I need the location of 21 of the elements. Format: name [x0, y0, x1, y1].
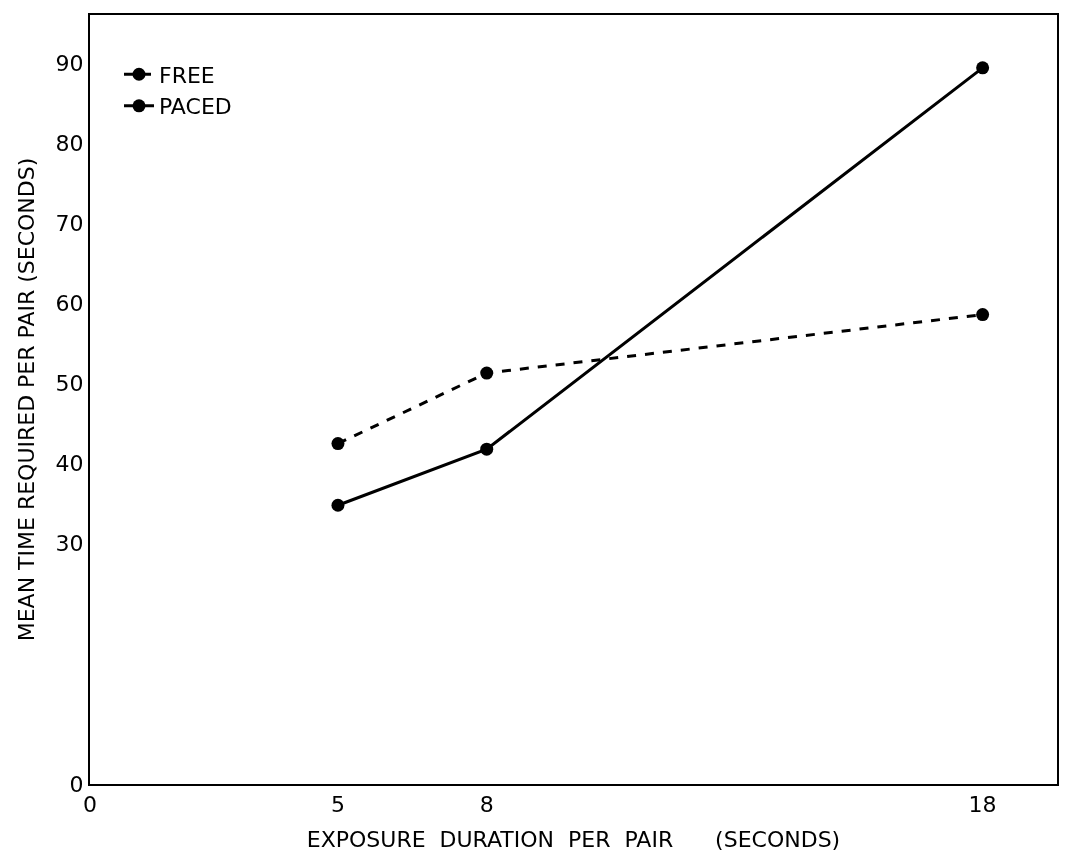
legend-label: FREE — [159, 62, 215, 88]
point — [480, 442, 494, 456]
point — [331, 498, 345, 512]
y-tick-label: 70 — [55, 210, 84, 236]
y-tick-label: 80 — [55, 130, 84, 156]
legend-label: PACED — [159, 94, 232, 120]
y-axis-title: MEAN TIME REQUIRED PER PAIR (SECONDS) — [13, 157, 39, 642]
y-tick-label: 50 — [55, 371, 84, 397]
point — [480, 366, 494, 380]
y-tick-label: 0 — [69, 771, 84, 797]
y-tick-label: 30 — [55, 531, 84, 557]
point — [976, 61, 990, 75]
x-tick-label: 5 — [330, 792, 345, 818]
x-tick-label: 8 — [479, 792, 494, 818]
x-tick-label: 18 — [968, 792, 997, 818]
x-axis-title: EXPOSURE DURATION PER PAIR (SECONDS) — [306, 826, 841, 852]
y-tick-label: 60 — [55, 291, 84, 317]
point — [331, 437, 345, 451]
y-tick-label: 90 — [55, 50, 84, 76]
y-tick-label: 40 — [55, 451, 84, 477]
point — [976, 308, 990, 322]
